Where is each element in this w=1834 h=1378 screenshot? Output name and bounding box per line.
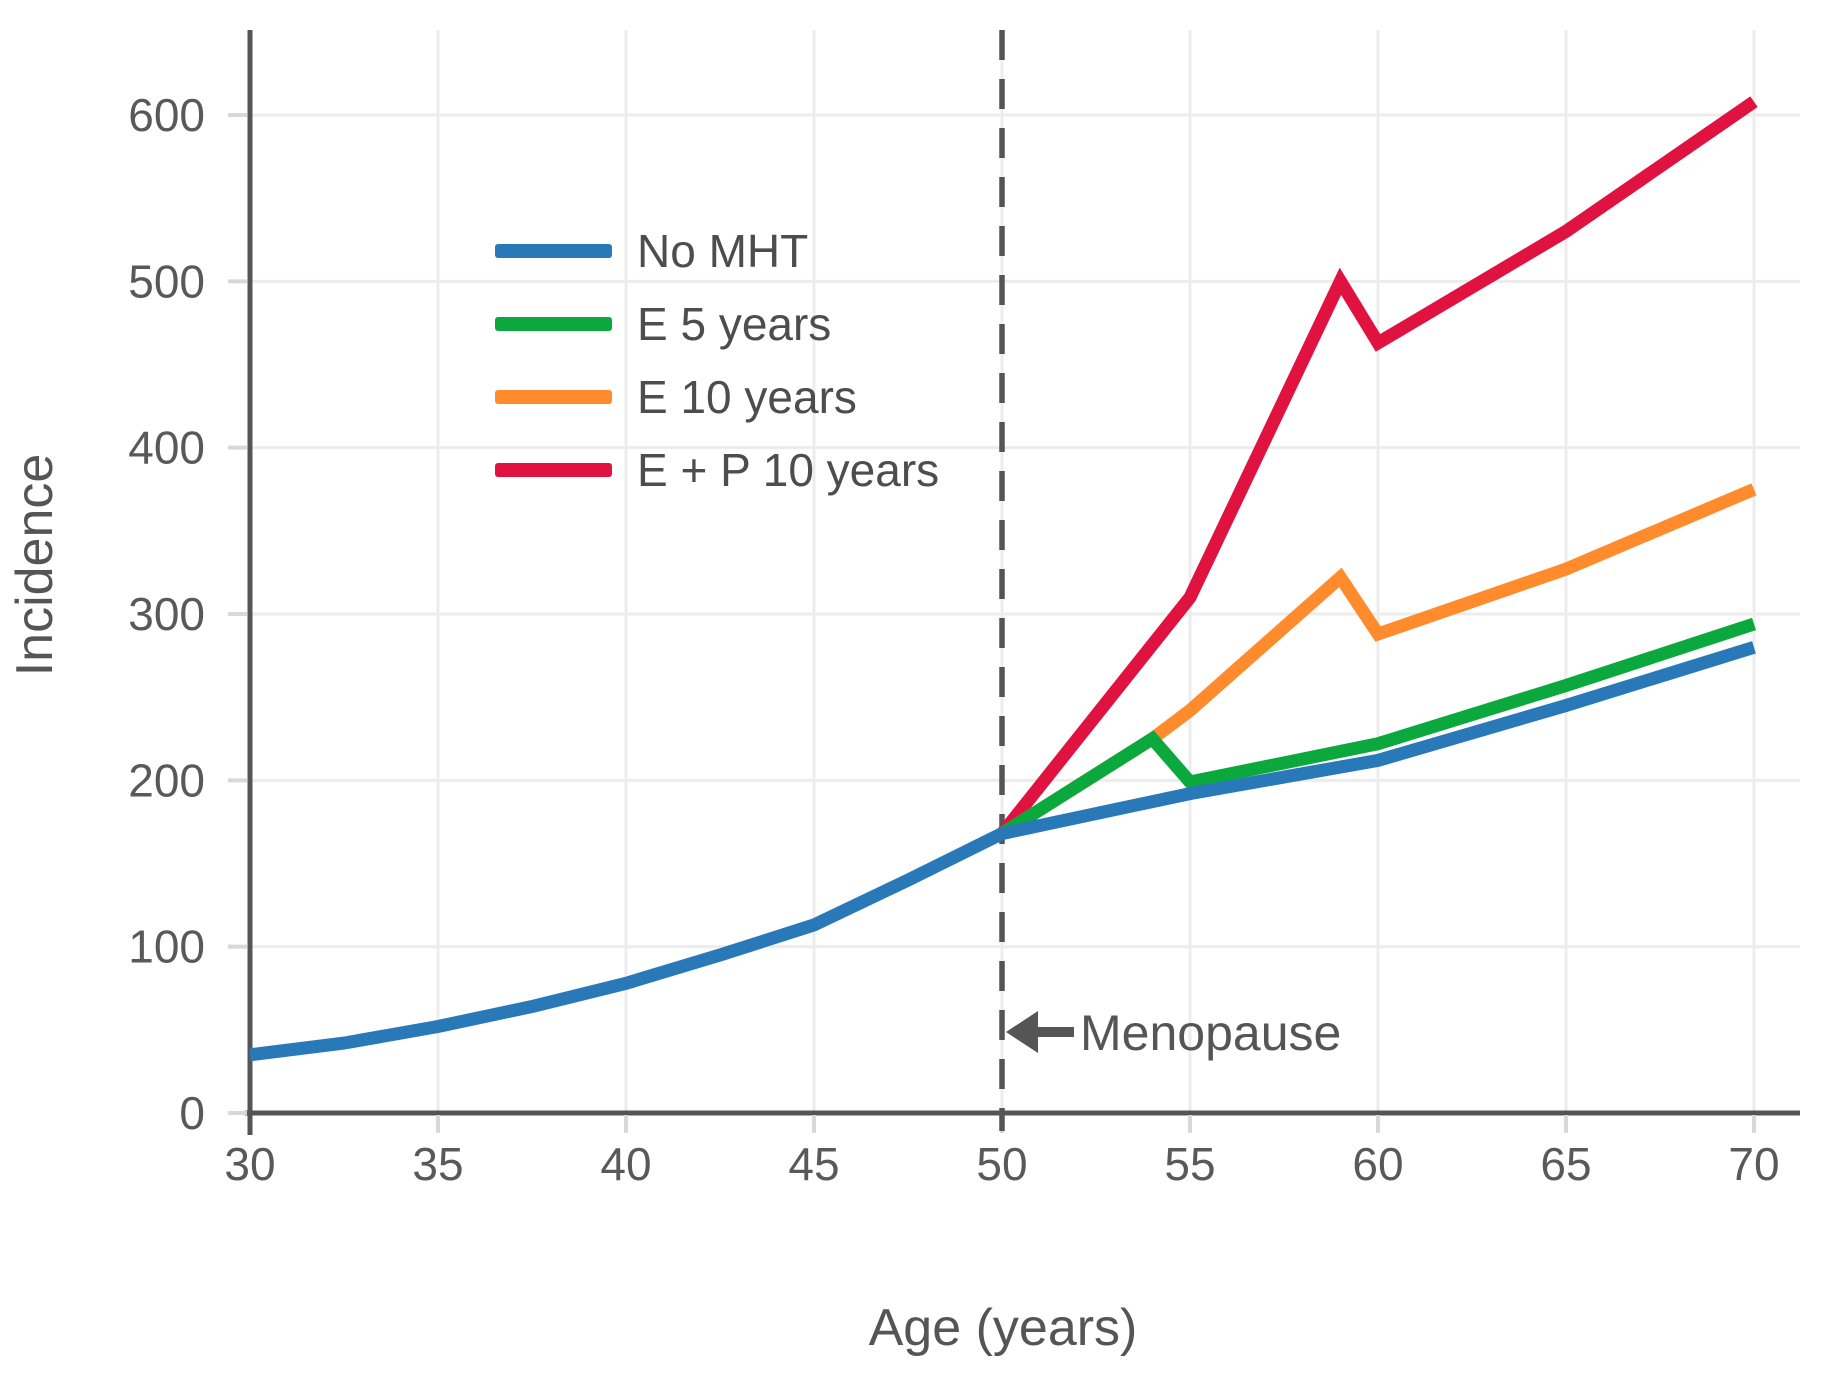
x-tick-label-50: 50: [976, 1138, 1027, 1190]
gridlines: [250, 30, 1800, 1113]
tick-labels: 30 35 40 45 50 55 60 65 70 0 100 200 300 400 500 600: [128, 89, 1779, 1190]
y-tick-label-400: 400: [128, 422, 205, 474]
x-tick-label-65: 65: [1540, 1138, 1591, 1190]
menopause-arrow-head: [1006, 1011, 1038, 1053]
series-e-5-years: [998, 617, 1757, 840]
menopause-annotation: Menopause: [1006, 1005, 1341, 1061]
series-lines: [249, 96, 1758, 1062]
menopause-arrow-shaft: [1036, 1027, 1074, 1037]
legend-label-e-10-years: E 10 years: [637, 370, 857, 423]
x-tick-label-30: 30: [224, 1138, 275, 1190]
axes: [228, 30, 1800, 1135]
legend-label-no-mht: No MHT: [637, 224, 809, 277]
legend-swatch-e-5-years: [495, 316, 612, 331]
legend-swatch-e-10-years: [495, 389, 612, 404]
legend-item-e-10-years: E 10 years: [495, 360, 939, 433]
y-tick-label-600: 600: [128, 89, 205, 141]
legend-item-no-mht: No MHT: [495, 214, 939, 287]
y-tick-label-200: 200: [128, 754, 205, 806]
x-tick-label-55: 55: [1164, 1138, 1215, 1190]
y-tick-label-0: 0: [179, 1087, 205, 1139]
legend-label-e-5-years: E 5 years: [637, 297, 832, 350]
legend-item-e-5-years: E 5 years: [495, 287, 939, 360]
x-tick-label-45: 45: [788, 1138, 839, 1190]
y-tick-label-300: 300: [128, 588, 205, 640]
legend-swatch-no-mht: [495, 243, 612, 258]
y-tick-label-500: 500: [128, 255, 205, 307]
y-axis-label: Incidence: [6, 454, 64, 677]
x-tick-label-60: 60: [1352, 1138, 1403, 1190]
x-tick-label-70: 70: [1728, 1138, 1779, 1190]
x-axis-label: Age (years): [869, 1299, 1138, 1357]
menopause-annotation-text: Menopause: [1080, 1005, 1341, 1061]
chart-legend: No MHT E 5 years E 10 years E + P 10 yea…: [495, 214, 939, 506]
legend-item-e-p-10-years: E + P 10 years: [495, 433, 939, 506]
x-tick-label-40: 40: [600, 1138, 651, 1190]
x-tick-label-35: 35: [412, 1138, 463, 1190]
series-no-mht: [249, 641, 1756, 1062]
legend-swatch-e-p-10-years: [495, 462, 612, 477]
legend-label-e-p-10-years: E + P 10 years: [637, 443, 940, 496]
y-tick-label-100: 100: [128, 921, 205, 973]
series-e-p-10-years: [996, 96, 1758, 838]
